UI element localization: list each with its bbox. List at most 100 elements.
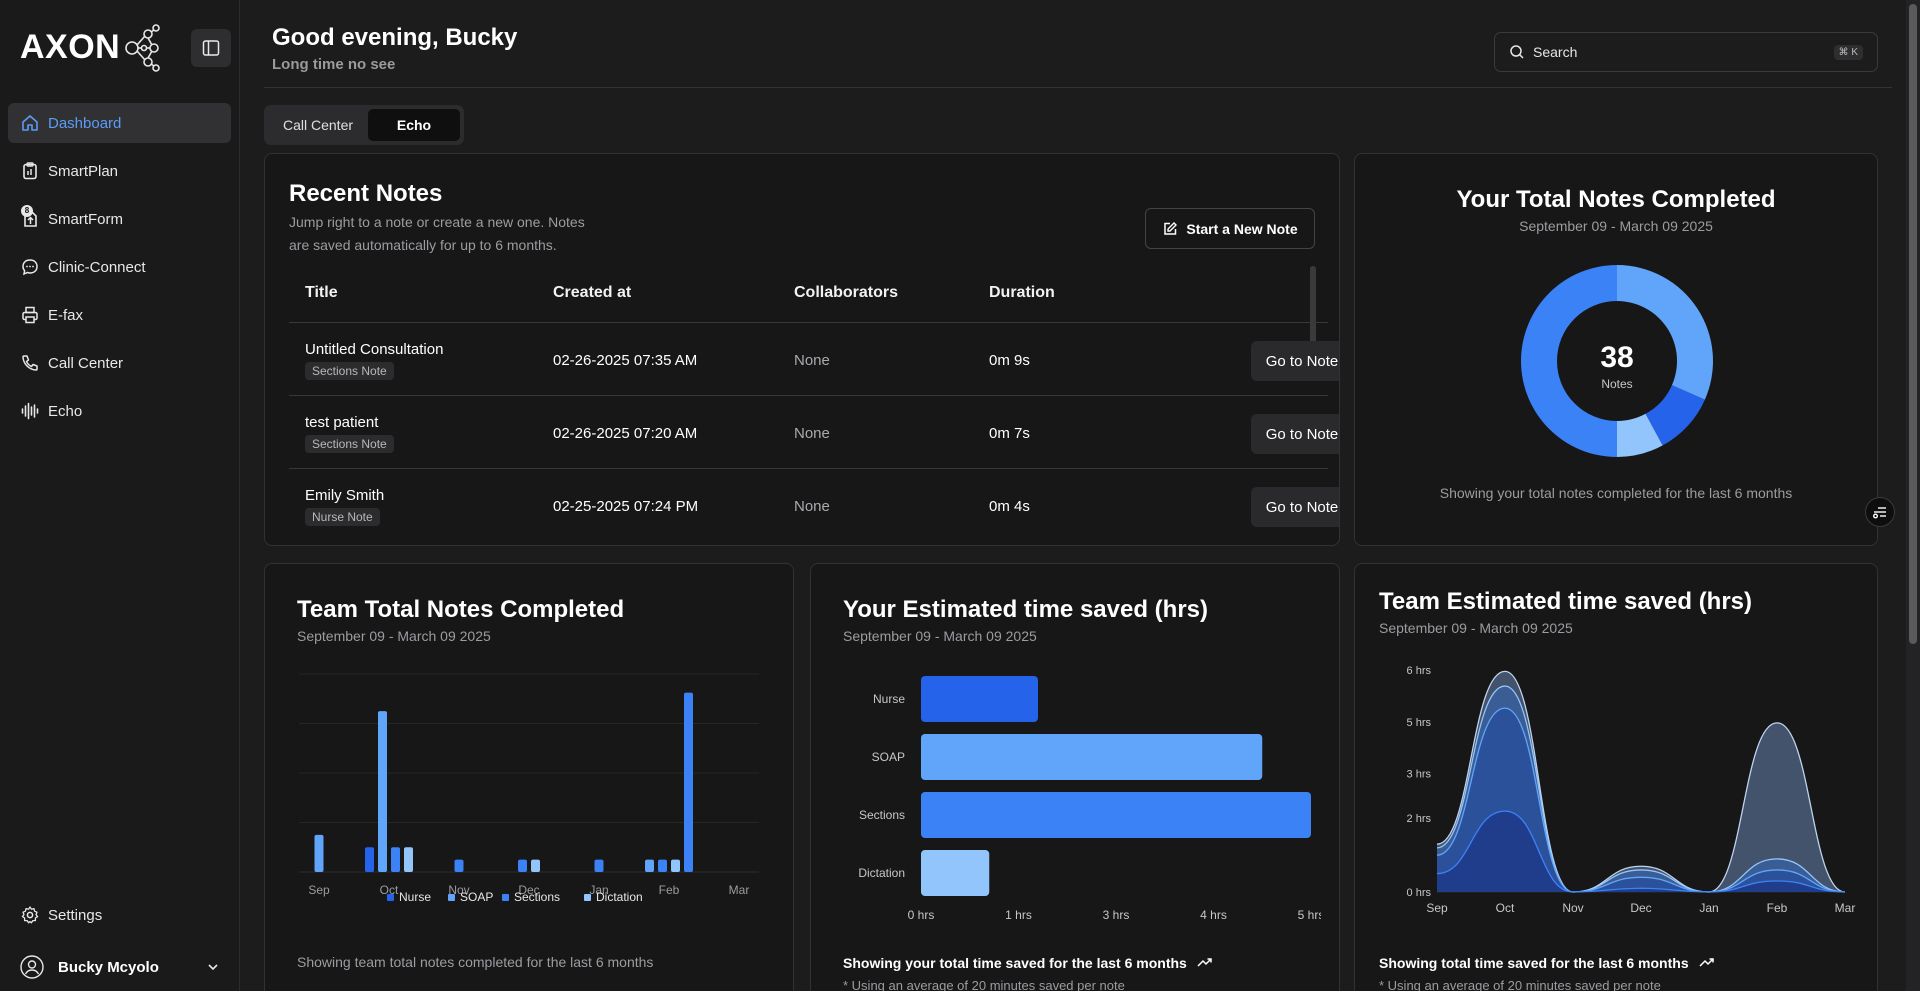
y-tick-label: 5 hrs (1407, 717, 1432, 729)
clipboard-icon (23, 162, 37, 180)
duration-cell: 0m 7s (989, 425, 1030, 442)
y-tick-label: SOAP (872, 750, 905, 764)
chat-icon (22, 259, 38, 276)
sidebar-item-clinic-connect[interactable]: Clinic-Connect (8, 247, 231, 287)
sidebar-toggle-button[interactable] (191, 29, 231, 67)
phone-icon (22, 355, 38, 371)
floating-menu-button[interactable] (1865, 497, 1895, 527)
column-header-duration: Duration (989, 284, 1055, 301)
page-scrollbar-thumb[interactable] (1909, 4, 1917, 644)
sidebar-item-call-center[interactable]: Call Center (8, 343, 231, 383)
page-scrollbar[interactable] (1906, 0, 1920, 991)
created-at-cell: 02-25-2025 07:24 PM (553, 498, 699, 515)
x-tick-label: 5 hrs (1298, 908, 1321, 922)
user-avatar-icon (20, 955, 44, 979)
x-tick-label: Oct (380, 883, 399, 897)
team-time-title: Team Estimated time saved (hrs) (1379, 588, 1753, 615)
x-tick-label: Feb (659, 883, 680, 897)
legend-label: Sections (514, 890, 560, 904)
time-saved-bar-chart: Nurse SOAP Sections Dictation 0 hrs 1 hrs 3 hr… (858, 676, 1321, 922)
sidebar-item-label: E-fax (48, 306, 84, 324)
sidebar-item-label: Echo (48, 402, 83, 420)
legend-label: Dictation (596, 890, 643, 904)
team-time-range: September 09 - March 09 2025 (1379, 620, 1573, 636)
sidebar-item-efax[interactable]: E-fax (8, 295, 231, 335)
tab-call-center[interactable]: Call Center (282, 117, 354, 133)
brand-logo-text: AXON (20, 28, 121, 66)
header-divider (264, 87, 1892, 88)
note-title: Untitled Consultation (305, 341, 444, 358)
x-tick-label: Sep (1426, 901, 1448, 915)
page-title: Good evening, Bucky (272, 24, 518, 51)
bar-nurse-oct (365, 847, 374, 872)
legend-label: Nurse (399, 890, 431, 904)
table-row[interactable]: test patient Sections Note 02-26-2025 07… (289, 395, 1339, 468)
list-settings-icon (1873, 507, 1886, 519)
total-notes-title: Your Total Notes Completed (1456, 186, 1776, 213)
donut-total-label: Notes (1601, 377, 1632, 391)
tab-echo[interactable]: Echo (368, 109, 460, 141)
page-header: Good evening, Bucky Long time no see (272, 24, 517, 73)
column-header-created: Created at (553, 284, 632, 301)
team-time-footer: Showing total time saved for the last 6 … (1379, 955, 1715, 971)
x-tick-label: Dec (518, 883, 539, 897)
note-title: test patient (305, 414, 379, 431)
home-icon (22, 115, 38, 131)
time-saved-note: * Using an average of 20 minutes saved p… (843, 978, 1125, 991)
go-to-note-button[interactable]: Go to Note (1251, 341, 1339, 381)
user-menu[interactable]: Bucky Mcyolo (8, 947, 232, 987)
table-row[interactable]: Emily Smith Nurse Note 02-25-2025 07:24 … (289, 468, 1339, 541)
x-tick-label: Nov (1562, 901, 1583, 915)
sidebar-item-smartform[interactable]: 8 SmartForm (8, 199, 231, 239)
y-tick-label: Nurse (873, 692, 905, 706)
area-nurse (1437, 811, 1845, 892)
bar-dictation-dec (531, 859, 540, 872)
bar-sections (921, 792, 1311, 838)
x-tick-label: Jan (1699, 901, 1718, 915)
legend-swatch (387, 894, 394, 901)
donut-chart: 38 Notes (1521, 265, 1713, 457)
duration-cell: 0m 9s (989, 352, 1030, 369)
note-type-tag: Sections Note (305, 362, 394, 380)
x-tick-label: 0 hrs (908, 908, 935, 922)
go-to-note-button[interactable]: Go to Note (1251, 487, 1339, 527)
bar-soap-feb (645, 859, 654, 872)
table-scrollbar[interactable] (1310, 266, 1316, 350)
x-tick-label: 3 hrs (1103, 908, 1130, 922)
trending-up-icon (1197, 958, 1212, 967)
team-time-area-chart: 0 hrs 2 hrs 3 hrs 5 hrs 6 hrs Sep Oct Nov Dec Jan… (1407, 665, 1856, 915)
user-name: Bucky Mcyolo (58, 958, 159, 976)
y-tick-label: 2 hrs (1407, 813, 1432, 825)
x-tick-label: Sep (308, 883, 330, 897)
column-header-collaborators: Collaborators (794, 284, 899, 301)
total-notes-card: Your Total Notes Completed September 09 … (1354, 153, 1895, 546)
legend-swatch (448, 894, 455, 901)
bar-sections-dec (518, 859, 527, 872)
table-row[interactable]: Untitled Consultation Sections Note 02-2… (289, 322, 1339, 395)
team-notes-title: Team Total Notes Completed (297, 596, 625, 623)
notification-badge: 8 (21, 205, 33, 217)
area-sections (1437, 708, 1845, 892)
go-to-note-button[interactable]: Go to Note (1251, 414, 1339, 454)
chevron-down-icon (208, 964, 218, 971)
sidebar-item-settings[interactable]: Settings (8, 895, 232, 935)
sidebar-nav: Dashboard SmartPlan 8 SmartForm Clinic-C… (0, 95, 239, 447)
description-line: are saved automatically for up to 6 mont… (289, 237, 557, 253)
team-time-note: * Using an average of 20 minutes saved p… (1379, 978, 1661, 991)
start-new-note-button[interactable]: Start a New Note (1145, 208, 1315, 249)
legend-swatch (584, 894, 591, 901)
recent-notes-title: Recent Notes (289, 180, 443, 207)
sidebar: AXON Dashboard SmartPlan 8 (0, 0, 240, 991)
y-tick-label: 6 hrs (1407, 665, 1432, 677)
team-notes-footer: Showing team total notes completed for t… (297, 954, 654, 970)
sidebar-item-smartplan[interactable]: SmartPlan (8, 151, 231, 191)
note-type-tag: Sections Note (305, 435, 394, 453)
note-title: Emily Smith (305, 487, 385, 504)
gear-icon (21, 906, 39, 924)
time-saved-card: Your Estimated time saved (hrs) Septembe… (810, 563, 1340, 991)
search-input[interactable]: Search ⌘ K (1494, 32, 1878, 72)
sidebar-item-dashboard[interactable]: Dashboard (8, 103, 231, 143)
sidebar-item-echo[interactable]: Echo (8, 391, 231, 431)
trending-up-icon (1698, 958, 1714, 967)
